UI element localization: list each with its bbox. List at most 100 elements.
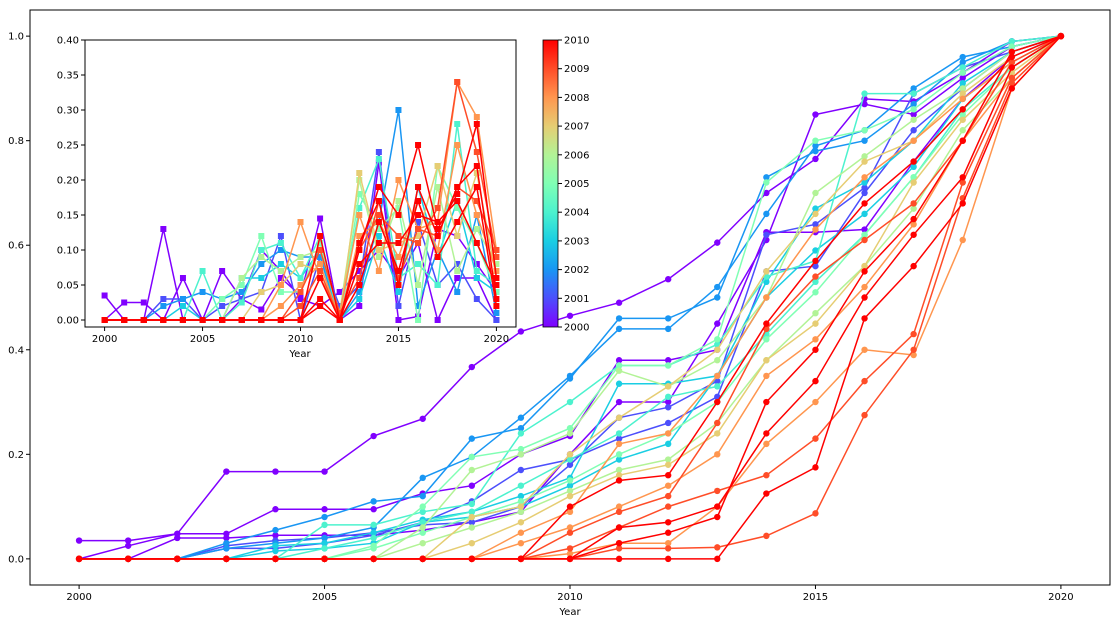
data-point xyxy=(615,456,623,463)
data-point xyxy=(468,519,476,526)
data-point xyxy=(1008,43,1016,50)
data-point xyxy=(861,283,868,291)
data-point xyxy=(959,95,966,103)
colorbar-tick-label: 2002 xyxy=(564,265,589,276)
data-point xyxy=(664,393,672,401)
data-point xyxy=(763,472,770,479)
data-point xyxy=(272,532,279,539)
data-point xyxy=(615,466,623,474)
data-point xyxy=(297,261,304,267)
x-tick-label: 2000 xyxy=(66,592,91,603)
data-point xyxy=(861,137,868,144)
data-point xyxy=(910,221,917,228)
data-point xyxy=(277,282,284,288)
data-point xyxy=(395,303,402,309)
data-point xyxy=(219,268,226,274)
data-point xyxy=(272,542,279,549)
colorbar: 2000 2001 2002 2003 2004 2005 2006 2007 2008 2009… xyxy=(542,36,589,334)
data-point xyxy=(664,492,672,500)
data-point xyxy=(812,346,819,353)
data-point xyxy=(317,233,324,239)
data-point xyxy=(321,521,328,529)
data-point xyxy=(812,226,819,233)
data-point xyxy=(454,289,461,295)
data-point xyxy=(959,53,966,61)
data-point xyxy=(356,177,363,183)
data-point xyxy=(566,430,574,437)
data-point xyxy=(356,191,363,197)
data-point xyxy=(1008,38,1016,45)
x-tick-label: 2010 xyxy=(557,592,582,603)
data-point xyxy=(517,328,525,335)
data-point xyxy=(101,317,108,323)
data-point xyxy=(714,283,721,291)
data-point xyxy=(370,521,377,529)
data-point xyxy=(454,79,461,85)
data-point xyxy=(238,289,245,295)
data-point xyxy=(910,158,917,165)
data-point xyxy=(714,377,721,385)
data-point xyxy=(434,226,441,232)
data-point xyxy=(714,503,721,510)
data-point xyxy=(493,268,500,274)
data-point xyxy=(664,404,672,411)
data-point xyxy=(258,275,265,281)
data-point xyxy=(179,275,186,281)
data-point xyxy=(321,468,328,475)
data-point xyxy=(356,233,363,239)
data-point xyxy=(454,121,461,127)
data-point xyxy=(434,254,441,260)
data-point xyxy=(763,189,770,197)
data-point xyxy=(493,317,500,323)
data-point xyxy=(861,226,868,233)
data-point xyxy=(317,268,324,274)
data-point xyxy=(468,508,476,516)
data-point xyxy=(317,275,324,281)
data-point xyxy=(415,317,422,323)
data-point xyxy=(861,158,868,165)
data-point xyxy=(238,296,245,302)
data-point xyxy=(910,262,917,270)
data-point xyxy=(493,296,500,302)
data-point xyxy=(861,346,868,353)
y-tick-label: 0.10 xyxy=(57,246,79,257)
x-tick-label: 2015 xyxy=(803,592,828,603)
data-point xyxy=(763,398,770,406)
data-point xyxy=(714,398,721,406)
data-point xyxy=(395,198,402,204)
data-point xyxy=(615,325,623,333)
data-point xyxy=(336,317,343,323)
data-point xyxy=(812,464,819,471)
data-point xyxy=(415,184,422,190)
data-point xyxy=(415,219,422,225)
data-point xyxy=(277,261,284,267)
data-point xyxy=(101,292,108,299)
data-point xyxy=(861,315,868,322)
inset-series-group xyxy=(101,79,500,323)
data-point xyxy=(454,142,461,148)
data-point xyxy=(714,336,721,343)
main-x-axis-label: Year xyxy=(558,607,581,618)
data-point xyxy=(615,367,623,374)
data-point xyxy=(473,275,480,281)
data-point xyxy=(297,296,304,302)
data-point xyxy=(763,440,770,448)
data-point xyxy=(566,529,574,536)
data-point xyxy=(415,240,422,246)
data-point xyxy=(763,278,770,286)
data-point xyxy=(763,174,770,181)
data-point xyxy=(317,303,324,309)
x-tick-label: 2020 xyxy=(1048,592,1073,603)
data-point xyxy=(179,296,186,302)
data-point xyxy=(910,163,917,171)
data-point xyxy=(615,524,623,531)
data-point xyxy=(219,303,226,309)
data-point xyxy=(714,239,721,246)
data-point xyxy=(219,296,226,302)
data-point xyxy=(763,231,770,238)
data-point xyxy=(277,303,284,309)
data-point xyxy=(419,539,426,547)
data-point xyxy=(395,212,402,218)
data-point xyxy=(174,555,181,563)
data-point xyxy=(910,111,917,118)
